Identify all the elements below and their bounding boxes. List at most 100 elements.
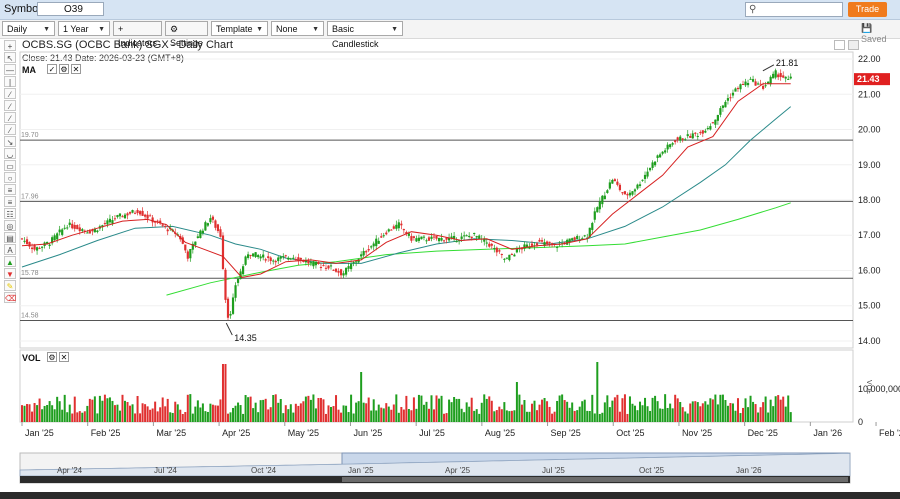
candle-body <box>505 257 508 259</box>
candle-body <box>78 227 81 232</box>
volume-bar <box>742 407 745 422</box>
volume-bar <box>88 398 91 422</box>
high-label: 21.81 <box>776 58 799 68</box>
candle <box>583 234 586 238</box>
candle-body <box>151 217 154 223</box>
interval-select[interactable]: Daily ▼ <box>2 21 55 36</box>
candle-body <box>236 278 240 283</box>
candle <box>272 259 275 265</box>
panel-expand-icon[interactable] <box>834 40 845 50</box>
ray-tool-icon[interactable]: ∕ <box>4 100 16 111</box>
volume-bar <box>515 382 518 422</box>
range-select[interactable]: 1 Year ▼ <box>58 21 110 36</box>
candle-body <box>133 212 137 214</box>
y-tick-label: 14.00 <box>858 336 881 346</box>
gear-icon[interactable]: ⚙ <box>59 64 69 74</box>
highlighter-tool-icon[interactable]: ✎ <box>4 280 16 291</box>
volume-bar <box>513 410 516 422</box>
candle <box>671 142 674 147</box>
arrow-down-tool-icon[interactable]: ▼ <box>4 268 16 279</box>
candle <box>556 245 559 252</box>
panel-maximize-icon[interactable] <box>848 40 859 50</box>
last-price-label: 21.43 <box>857 74 880 84</box>
gear-icon[interactable]: ⚙ <box>47 352 57 362</box>
search-input[interactable]: ⚲ <box>745 2 843 17</box>
candle-body <box>166 229 169 232</box>
rectangle-tool-icon[interactable]: ▭ <box>4 160 16 171</box>
volume-bar <box>598 413 601 422</box>
vertical-line-tool-icon[interactable]: | <box>4 76 16 87</box>
horizontal-line-tool-icon[interactable]: — <box>4 64 16 75</box>
close-icon[interactable]: ✕ <box>59 352 69 362</box>
volume-bar <box>189 394 192 422</box>
template-select[interactable]: Template ▼ <box>211 21 268 36</box>
navigator-area <box>19 452 851 477</box>
pitchfork-tool-icon[interactable]: ∕ <box>4 124 16 135</box>
candle <box>259 254 262 262</box>
candle <box>324 264 328 271</box>
candle <box>661 151 664 156</box>
candle <box>709 123 712 131</box>
pointer-tool-icon[interactable]: ↖ <box>4 52 16 63</box>
chart-style-select[interactable]: Basic Candlestick ▼ <box>327 21 403 49</box>
trade-button[interactable]: Trade <box>848 2 887 17</box>
trend-line-tool-icon[interactable]: ∕ <box>4 88 16 99</box>
arrow-line-tool-icon[interactable]: ↘ <box>4 136 16 147</box>
channel-tool-icon[interactable]: ∕ <box>4 112 16 123</box>
candle <box>327 265 330 270</box>
candle-body <box>252 253 255 257</box>
volume-bar <box>347 412 350 422</box>
candle <box>468 232 471 239</box>
volume-bar <box>453 397 456 422</box>
volume-bar <box>156 411 159 422</box>
volume-bar <box>666 407 669 422</box>
top-bar: Symbols: O39 ⚲ Trade <box>0 0 900 20</box>
candle <box>525 242 529 248</box>
candle-body <box>455 241 458 243</box>
compare-select[interactable]: None ▼ <box>271 21 324 36</box>
symbol-input[interactable]: O39 <box>37 2 104 16</box>
candle-body <box>751 79 755 82</box>
crosshair-tool-icon[interactable]: + <box>4 40 16 51</box>
candle <box>571 237 574 242</box>
candle-body <box>249 254 252 256</box>
ellipse-tool-icon[interactable]: ○ <box>4 172 16 183</box>
chart-title: OCBS.SG (OCBC Bank) SGX - Daily Chart <box>22 39 233 51</box>
volume-bar <box>724 400 727 422</box>
fib-fan-tool-icon[interactable]: ≡ <box>4 196 16 207</box>
candle-body <box>405 232 408 234</box>
arrow-up-tool-icon[interactable]: ▲ <box>4 256 16 267</box>
volume-bar <box>473 410 476 422</box>
volume-bar <box>124 400 127 422</box>
volume-bar <box>324 413 327 422</box>
candle-body <box>317 262 320 264</box>
volume-bar <box>618 411 621 422</box>
candle-body <box>485 242 488 244</box>
settings-button[interactable]: ⚙ Settings <box>165 21 208 48</box>
candle-body <box>204 222 207 231</box>
fibonacci-tool-icon[interactable]: ≡ <box>4 184 16 195</box>
x-tick-label: Feb '25 <box>91 428 121 438</box>
navigator-tick-label: Apr '25 <box>445 466 471 475</box>
volume-bar <box>144 404 147 422</box>
text-tool-icon[interactable]: A <box>4 244 16 255</box>
volume-bar <box>443 413 446 422</box>
measure-tool-icon[interactable]: ▤ <box>4 232 16 243</box>
candle-body <box>475 236 478 238</box>
gann-tool-icon[interactable]: ☷ <box>4 208 16 219</box>
volume-bar <box>616 394 619 422</box>
volume-bar <box>33 402 36 422</box>
indicators-button[interactable]: + Indicators <box>113 21 162 48</box>
eraser-tool-icon[interactable]: ⌫ <box>4 292 17 303</box>
candle <box>631 190 634 197</box>
circle-tool-icon[interactable]: ◎ <box>4 220 16 231</box>
candle <box>40 246 44 252</box>
checkmark-icon[interactable]: ✓ <box>47 64 57 74</box>
candle-body <box>704 130 707 133</box>
candle-body <box>588 227 591 238</box>
arc-tool-icon[interactable]: ◡ <box>4 148 16 159</box>
candle <box>561 239 564 248</box>
close-icon[interactable]: ✕ <box>71 64 81 74</box>
volume-bar <box>463 412 466 422</box>
